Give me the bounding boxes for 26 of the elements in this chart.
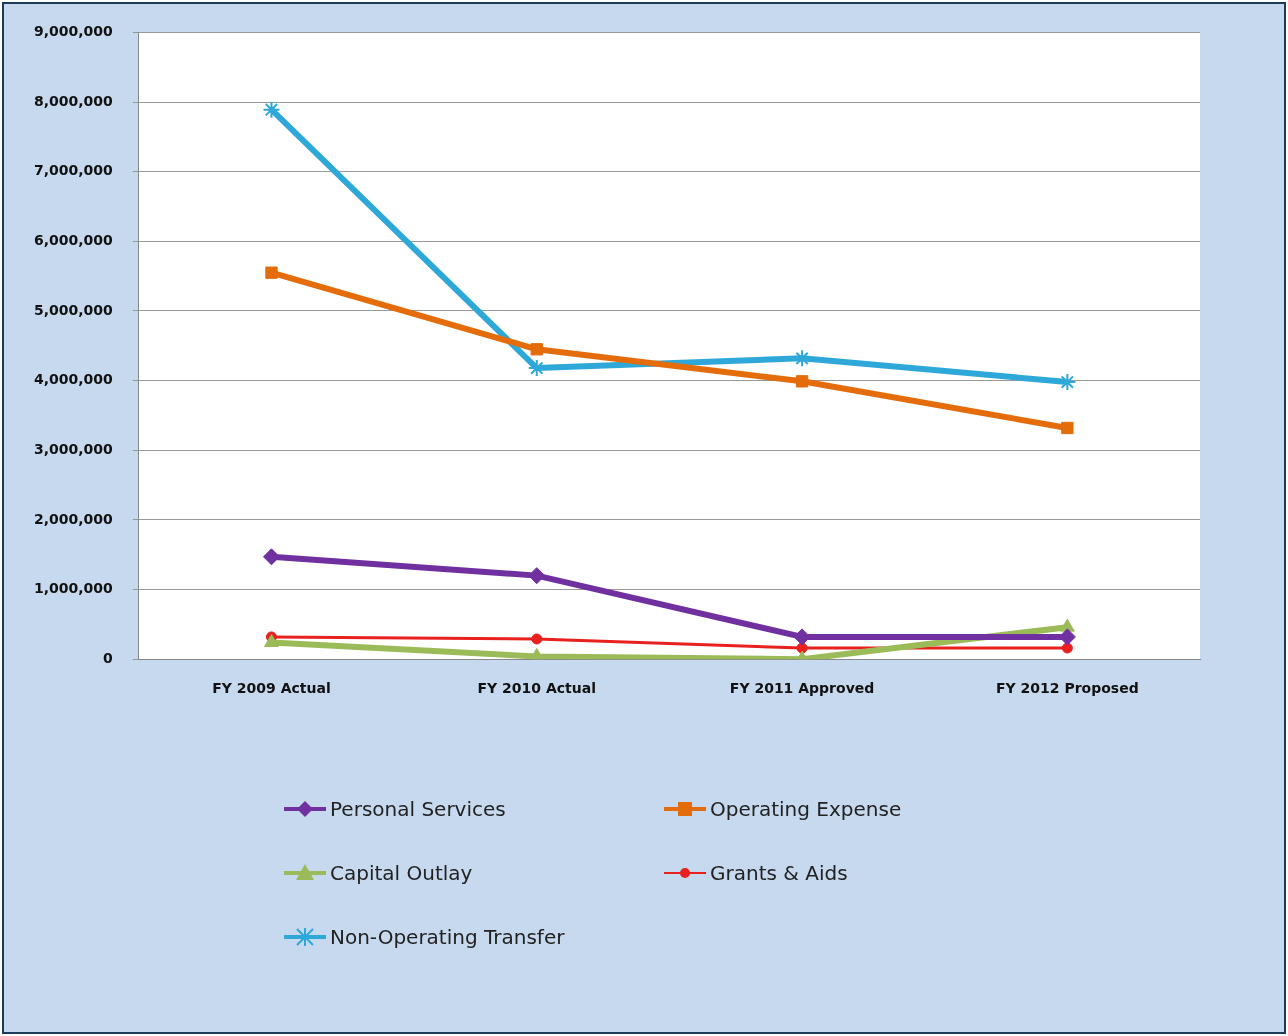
legend-label: Capital Outlay: [330, 861, 473, 885]
x-tick-label: FY 2012 Proposed: [996, 680, 1139, 697]
y-tick-label: 4,000,000: [34, 371, 114, 388]
x-tick-label: FY 2009 Actual: [212, 680, 331, 697]
point: [262, 100, 281, 119]
y-tick-label: 7,000,000: [34, 162, 114, 179]
x-tick-label: FY 2010 Actual: [477, 680, 596, 697]
y-tick-label: 2,000,000: [34, 510, 114, 527]
point: [262, 548, 280, 566]
legend-label: Grants & Aids: [710, 861, 848, 885]
point: [1061, 421, 1074, 435]
point: [531, 633, 543, 645]
y-tick-label: 3,000,000: [34, 440, 114, 457]
y-tick-label: 5,000,000: [34, 301, 114, 318]
legend-label: Non-Operating Transfer: [330, 925, 565, 949]
point: [265, 266, 278, 279]
legend-label: Personal Services: [330, 797, 506, 821]
y-tick-label: 0: [103, 649, 114, 666]
y-tick-label: 1,000,000: [34, 580, 114, 597]
point: [795, 375, 809, 388]
y-tick-label: 8,000,000: [34, 92, 114, 109]
legend-label: Operating Expense: [710, 797, 902, 821]
x-tick-label: FY 2011 Approved: [729, 680, 875, 697]
y-tick-label: 6,000,000: [34, 231, 114, 248]
point: [530, 343, 543, 356]
y-tick-label: 9,000,000: [34, 23, 114, 40]
